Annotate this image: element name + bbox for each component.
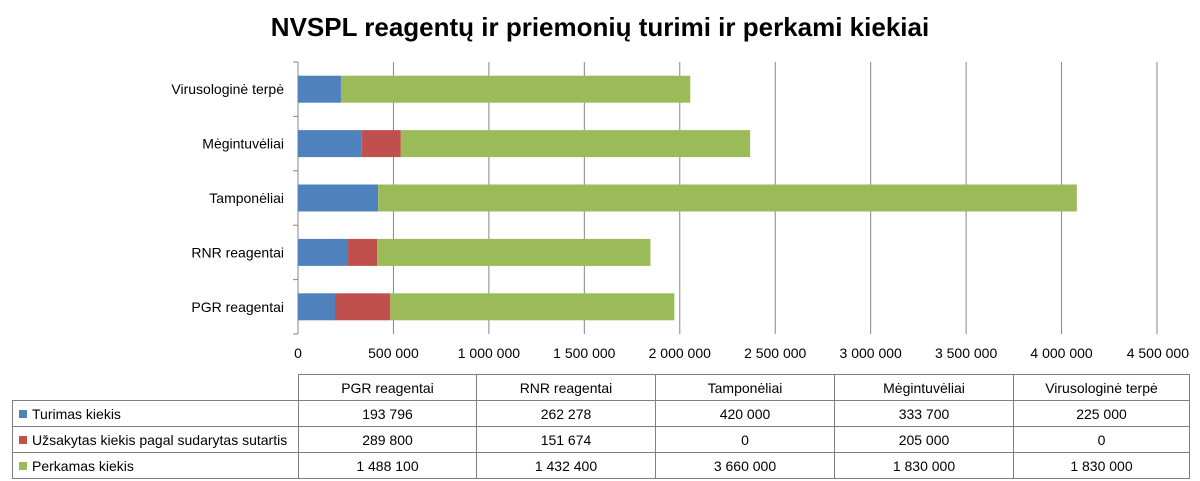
bar-segment xyxy=(390,293,675,321)
bar-segment xyxy=(348,238,378,266)
table-cell: 1 488 100 xyxy=(298,452,477,479)
table-header-cell: Mėgintuvėliai xyxy=(834,374,1014,401)
table-corner xyxy=(12,374,299,401)
bars xyxy=(298,75,1077,321)
bar-chart-plot: PGR reagentai RNR reagentai Tamponėliai Mėg… xyxy=(171,61,1189,361)
bar-segment xyxy=(298,130,362,158)
tick-label: 1 500 000 xyxy=(553,345,615,361)
table-cell: 0 xyxy=(1013,426,1190,453)
tick-label: 4 000 000 xyxy=(1030,345,1092,361)
table-header-row: PGR reagentai RNR reagentai Tamponėliai … xyxy=(12,374,1190,401)
series-name: Turimas kiekis xyxy=(32,405,121,422)
tick-label: 1 000 000 xyxy=(458,345,520,361)
table-cell: 420 000 xyxy=(655,400,835,427)
bar-segment xyxy=(334,293,391,321)
data-table: PGR reagentai RNR reagentai Tamponėliai … xyxy=(12,374,1190,479)
legend-key xyxy=(19,461,27,470)
table-header-cell: PGR reagentai xyxy=(298,374,477,401)
tick-labels: 0 500 000 1 000 000 1 500 000 2 000 000 2 500… xyxy=(294,345,1189,361)
table-cell: 3 660 000 xyxy=(655,452,835,479)
bar-segment xyxy=(361,130,401,158)
table-cell: 1 830 000 xyxy=(1013,452,1190,479)
category-label: Mėgintuvėliai xyxy=(202,136,284,152)
table-cell: 333 700 xyxy=(834,400,1014,427)
legend-key xyxy=(19,435,27,444)
table-cell: 225 000 xyxy=(1013,400,1190,427)
bar-segment xyxy=(340,75,691,103)
tick-label: 0 xyxy=(294,345,302,361)
table-row: Užsakytas kiekis pagal sudarytas sutarti… xyxy=(12,426,1190,453)
table-cell: 1 830 000 xyxy=(834,452,1014,479)
bar-segment xyxy=(298,238,349,266)
table-header-cell: Virusologinė terpė xyxy=(1013,374,1190,401)
category-label: Tamponėliai xyxy=(209,190,284,206)
tick-label: 500 000 xyxy=(368,345,419,361)
legend-entry: Turimas kiekis xyxy=(12,400,299,427)
tick-label: 4 500 000 xyxy=(1127,345,1189,361)
table-row: Perkamas kiekis 1 488 100 1 432 400 3 66… xyxy=(12,452,1190,479)
table-cell: 1 432 400 xyxy=(476,452,656,479)
category-label: RNR reagentai xyxy=(191,244,284,260)
table-cell: 151 674 xyxy=(476,426,656,453)
table-cell: 289 800 xyxy=(298,426,477,453)
category-label: PGR reagentai xyxy=(191,299,284,315)
bar-segment xyxy=(377,238,651,266)
tick-label: 2 500 000 xyxy=(744,345,806,361)
table-cell: 0 xyxy=(655,426,835,453)
legend-entry: Užsakytas kiekis pagal sudarytas sutarti… xyxy=(12,426,299,453)
bar-segment xyxy=(298,75,341,103)
bar-segment xyxy=(400,130,751,158)
series-name: Užsakytas kiekis pagal sudarytas sutarti… xyxy=(32,431,288,448)
table-cell: 193 796 xyxy=(298,400,477,427)
table-header-cell: Tamponėliai xyxy=(655,374,835,401)
category-label: Virusologinė terpė xyxy=(171,81,284,97)
series-name: Perkamas kiekis xyxy=(32,457,134,474)
tick-label: 2 000 000 xyxy=(649,345,711,361)
chart-title: NVSPL reagentų ir priemonių turimi ir pe… xyxy=(270,12,930,42)
tick-label: 3 500 000 xyxy=(935,345,997,361)
table-header-cell: RNR reagentai xyxy=(476,374,656,401)
tick-label: 3 000 000 xyxy=(840,345,902,361)
legend-entry: Perkamas kiekis xyxy=(12,452,299,479)
table-row: Turimas kiekis 193 796 262 278 420 000 3… xyxy=(12,400,1190,427)
bar-segment xyxy=(298,184,379,212)
bar-segment xyxy=(378,184,1077,212)
legend-key xyxy=(19,409,27,418)
table-cell: 205 000 xyxy=(834,426,1014,453)
category-labels: PGR reagentai RNR reagentai Tamponėliai Mėg… xyxy=(171,81,284,315)
table-cell: 262 278 xyxy=(476,400,656,427)
bar-segment xyxy=(298,293,335,321)
